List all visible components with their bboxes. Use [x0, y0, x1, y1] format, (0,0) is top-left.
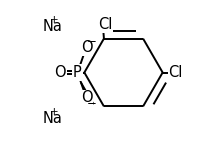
Text: −: − [87, 97, 97, 110]
Text: P: P [73, 65, 82, 80]
Text: +: + [50, 107, 58, 117]
Text: Cl: Cl [169, 65, 183, 80]
Text: O: O [81, 90, 92, 105]
Text: −: − [87, 35, 97, 48]
Text: Cl: Cl [98, 17, 112, 32]
Text: +: + [50, 15, 58, 25]
Text: Na: Na [42, 19, 62, 34]
Text: O: O [54, 65, 66, 80]
Text: O: O [81, 40, 92, 55]
Text: Na: Na [42, 111, 62, 126]
